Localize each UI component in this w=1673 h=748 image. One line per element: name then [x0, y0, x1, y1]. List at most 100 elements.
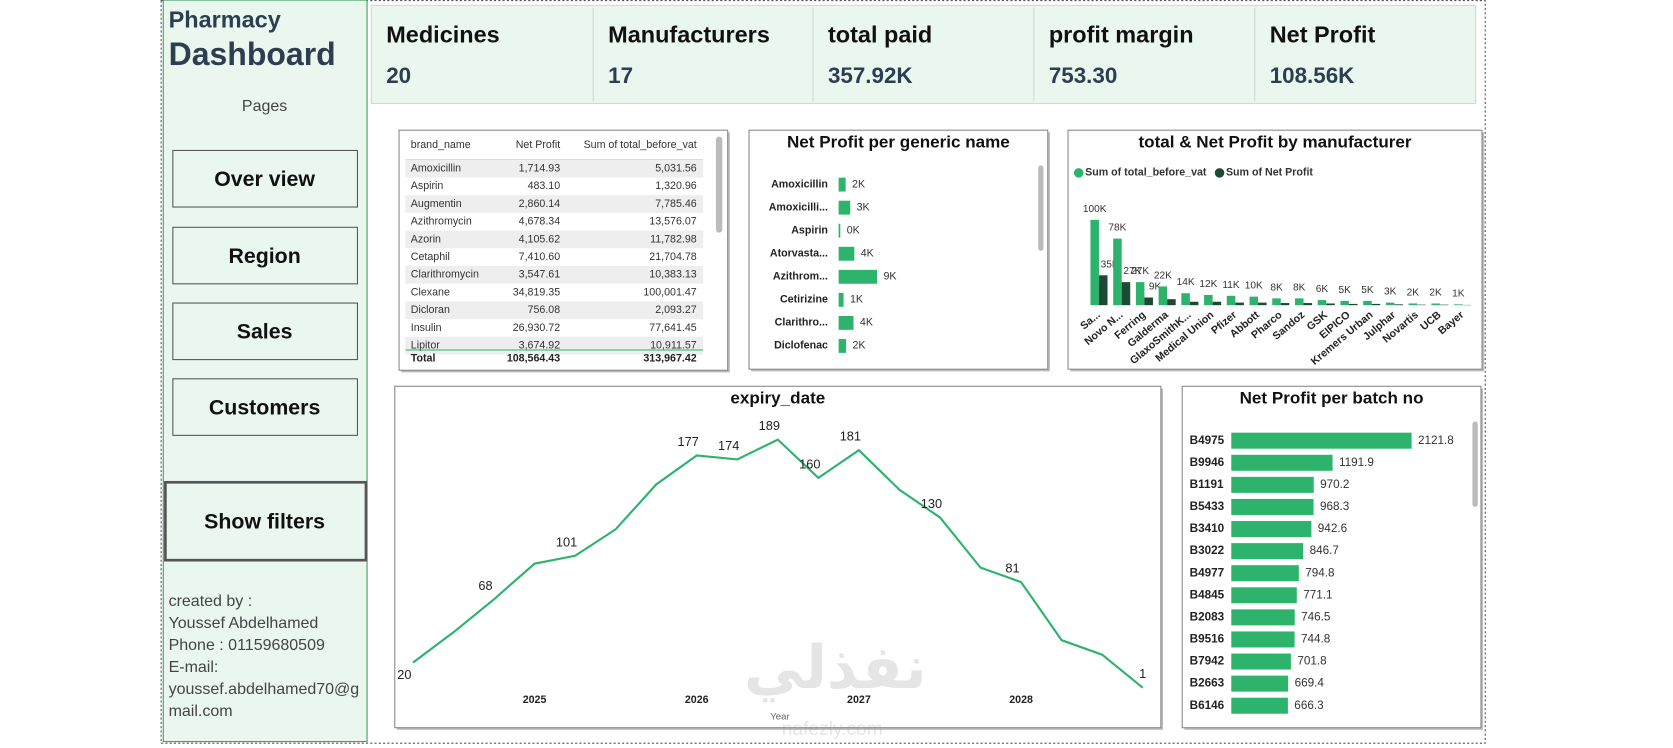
category-label: Cetirizine [780, 294, 828, 306]
value-label: 11K [1222, 280, 1240, 291]
nav-button[interactable] [172, 149, 358, 208]
category-label: Diclofenac [774, 340, 828, 352]
table-header: brand_name [411, 139, 471, 151]
value-label: 81 [1005, 561, 1019, 576]
kpi-value: 357.92K [828, 63, 913, 88]
bar [838, 200, 851, 215]
value-label: 27K [1131, 266, 1149, 277]
scrollbar [1472, 421, 1478, 507]
table-cell: Aspirin [411, 180, 444, 192]
value-label: 846.7 [1310, 544, 1339, 557]
kpi-title: profit margin [1049, 22, 1194, 48]
table-cell: 100,001.47 [643, 286, 696, 298]
category-label: Azithrom... [773, 271, 828, 283]
value-label: 22K [1154, 270, 1172, 281]
table-cell: Clexane [411, 286, 450, 298]
frame [160, 0, 1486, 744]
nav-button-label[interactable]: Region [228, 244, 300, 268]
table-total: Total [411, 352, 436, 364]
credit-line: mail.com [169, 703, 233, 720]
bar [1348, 303, 1358, 306]
kpi-value: 20 [386, 63, 411, 88]
row-band [405, 195, 704, 213]
bar [1226, 295, 1236, 306]
kpi-value: 108.56K [1270, 63, 1355, 88]
table-cell: 756.08 [528, 304, 561, 316]
bar [1231, 498, 1314, 515]
value-label: 4K [860, 317, 873, 329]
value-label: 771.1 [1303, 588, 1332, 601]
table-cell: 21,704.78 [649, 251, 696, 263]
credit-line: E-mail: [169, 659, 219, 676]
table-cell: Dicloran [411, 304, 450, 316]
value-label: 78K [1108, 223, 1126, 234]
x-axis-label: Year [770, 712, 790, 723]
filters-button-label[interactable]: Show filters [204, 509, 325, 533]
nav-button-label[interactable]: Over view [214, 167, 315, 191]
value-label: 794.8 [1305, 566, 1335, 579]
nav-button-label[interactable]: Customers [209, 395, 320, 419]
pages-label: Pages [242, 98, 287, 115]
nav-button[interactable] [172, 302, 358, 361]
bar [838, 339, 847, 353]
category-label: B1191 [1190, 478, 1224, 491]
bar [1249, 296, 1259, 306]
legend-marker [1073, 168, 1084, 178]
value-label: 5K [1338, 285, 1351, 296]
value-label: 968.3 [1320, 500, 1349, 513]
category-label: Atorvasta... [770, 248, 828, 260]
bar [1394, 304, 1403, 306]
bar [1144, 297, 1153, 306]
value-label: 1191.9 [1339, 456, 1374, 469]
nav-button[interactable] [172, 226, 358, 285]
bar [1439, 304, 1449, 306]
value-label: 2K [1429, 287, 1442, 298]
table-cell: 5,031.56 [655, 162, 697, 174]
value-label: 744.8 [1301, 633, 1331, 646]
table-cell: 4,678.34 [519, 216, 561, 228]
value-label: 101 [556, 534, 577, 549]
credit-line: Phone : 01159680509 [169, 637, 325, 654]
table-cell: 1,320.96 [655, 180, 697, 192]
nav-button-label[interactable]: Sales [237, 320, 293, 344]
bar [838, 269, 878, 284]
kpi-title: Net Profit [1270, 22, 1376, 48]
value-label: 4K [861, 248, 874, 260]
table-cell: Insulin [411, 322, 442, 334]
value-label: 12K [1199, 279, 1217, 290]
table-cell: Azorin [411, 233, 441, 245]
table-cell: 1,714.93 [519, 162, 561, 174]
bar [1158, 286, 1168, 306]
watermark: نفذلي [744, 634, 927, 703]
value-label: 10K [1245, 281, 1263, 292]
value-label: 1K [1452, 288, 1465, 299]
table-cell: 34,819.35 [513, 286, 560, 298]
bar [1258, 302, 1267, 306]
category-label: B2663 [1190, 677, 1225, 690]
x-tick-label: 2028 [1009, 694, 1033, 706]
bar [1167, 299, 1176, 306]
bar [1431, 303, 1440, 306]
panel [394, 385, 1162, 729]
table-cell: 483.10 [528, 180, 561, 192]
legend-marker [1214, 168, 1225, 178]
bar [1135, 282, 1145, 306]
bar [1326, 303, 1335, 306]
bar [1294, 298, 1304, 306]
bar [1340, 300, 1349, 306]
value-label: 100K [1083, 204, 1107, 215]
value-label: 68 [478, 578, 492, 593]
value-label: 669.4 [1295, 677, 1325, 690]
value-label: 174 [718, 438, 739, 453]
bar [1231, 675, 1289, 692]
panel [1067, 129, 1483, 370]
filters-button[interactable] [164, 480, 368, 562]
bar [838, 292, 844, 307]
value-label: 6K [1316, 284, 1329, 295]
value-label: 8K [1270, 282, 1283, 293]
value-label: 189 [759, 418, 780, 433]
nav-button[interactable] [172, 378, 358, 436]
credit-line: Youssef Abdelhamed [169, 615, 319, 632]
